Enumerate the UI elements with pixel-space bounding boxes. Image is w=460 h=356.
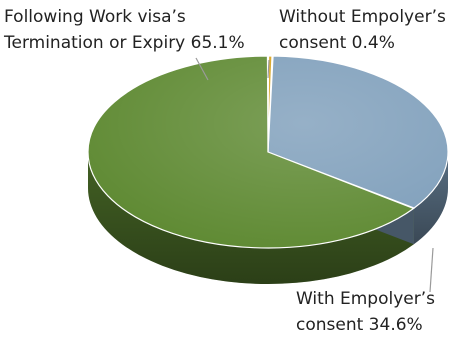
slice-labels: With Empolyer’s consent 34.6% Following Wo…: [3, 7, 446, 335]
pie-slice-side-shade-1: [88, 152, 414, 284]
slice-label-0-line-1: consent 34.6%: [296, 315, 423, 335]
slice-label-1-line-1: Termination or Expiry 65.1%: [3, 33, 245, 53]
leader-line-0: [429, 247, 434, 293]
pie-top-highlight: [88, 56, 448, 248]
pie-slice-side-shade-0: [413, 152, 448, 245]
slice-label-0-line-0: With Empolyer’s: [296, 289, 435, 309]
leader-line-1: [195, 57, 209, 81]
leader-line-2: [267, 59, 270, 79]
slice-label-2-line-0: Without Empolyer’s: [279, 7, 446, 27]
slice-label-1-line-0: Following Work visa’s: [4, 7, 186, 27]
pie-top-layer: [87, 55, 449, 249]
slice-label-2-line-1: consent 0.4%: [279, 33, 395, 53]
leader-lines: [195, 57, 434, 293]
